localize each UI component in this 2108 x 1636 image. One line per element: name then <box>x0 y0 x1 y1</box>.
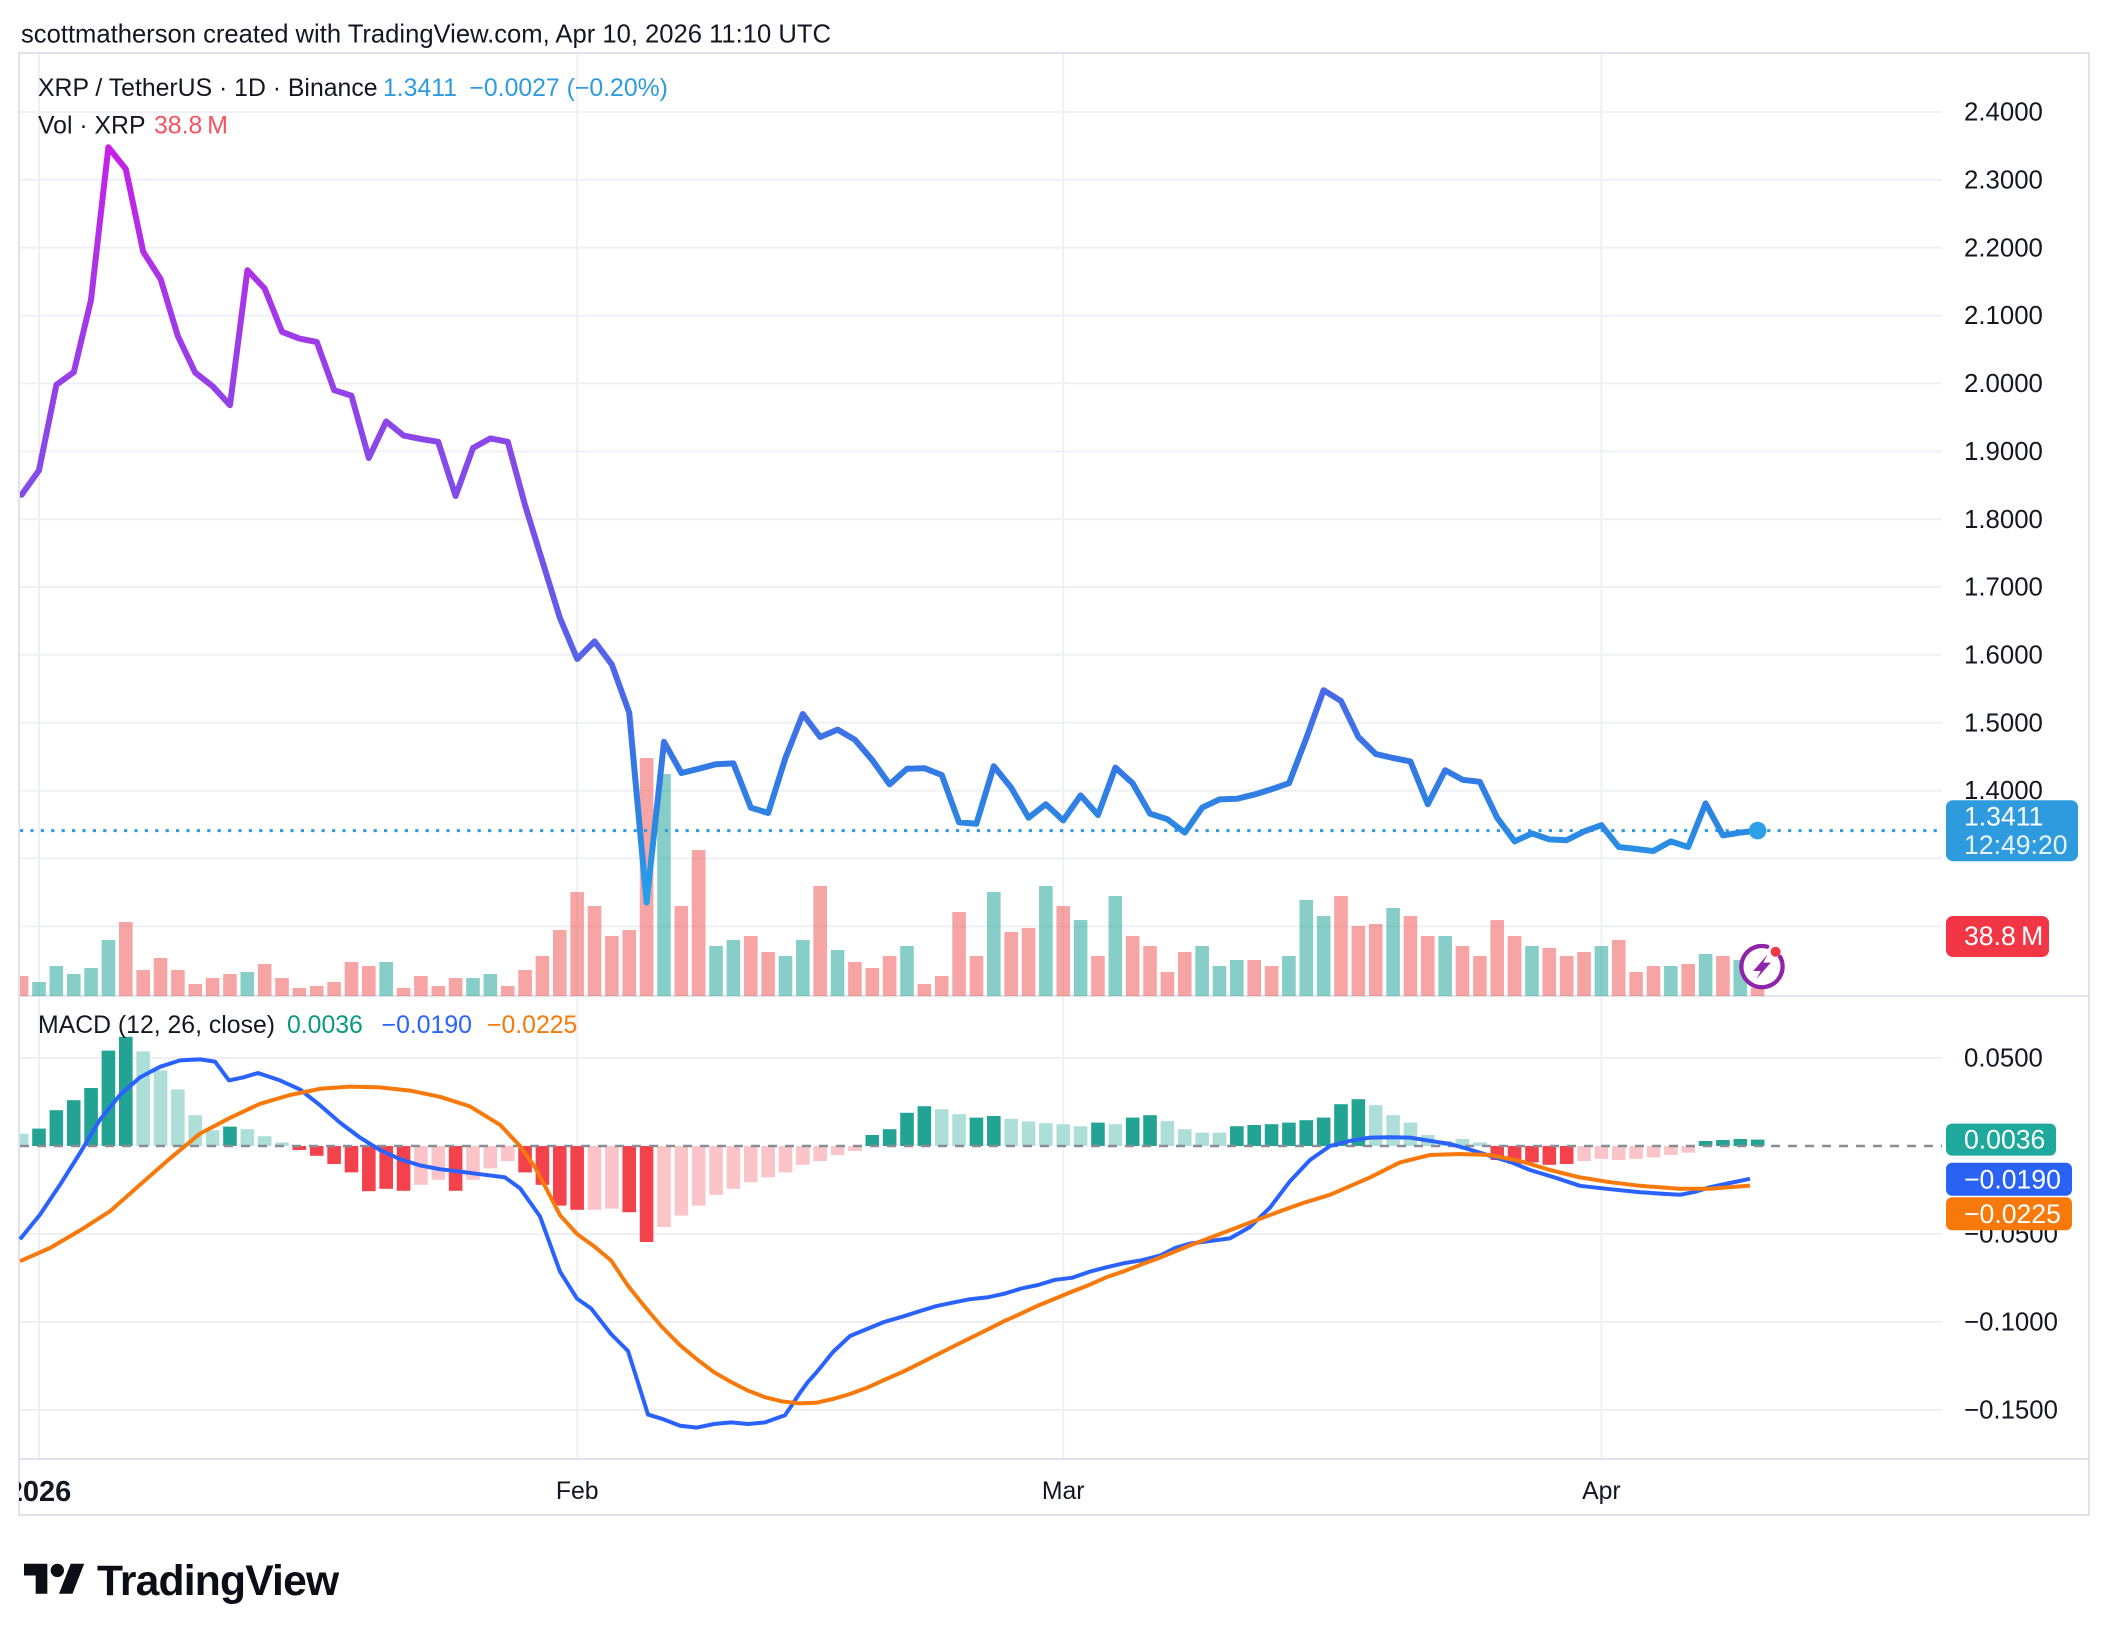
svg-text:2026: 2026 <box>7 1476 72 1508</box>
svg-text:−0.0190: −0.0190 <box>382 1012 472 1039</box>
svg-text:Apr: Apr <box>1582 1478 1621 1505</box>
svg-text:Mar: Mar <box>1042 1478 1085 1505</box>
svg-text:MACD (12, 26, close): MACD (12, 26, close) <box>38 1012 275 1039</box>
svg-text:0.0500: 0.0500 <box>1964 1045 2043 1073</box>
svg-text:−0.0225: −0.0225 <box>1964 1199 2061 1229</box>
svg-text:1.8000: 1.8000 <box>1964 506 2043 534</box>
svg-text:−0.0190: −0.0190 <box>1964 1164 2061 1194</box>
svg-text:1.3411 −0.0027 (−0.20%): 1.3411 −0.0027 (−0.20%) <box>383 75 668 102</box>
svg-text:−0.0225: −0.0225 <box>487 1012 577 1039</box>
svg-text:TradingView: TradingView <box>97 1557 340 1605</box>
svg-text:2.2000: 2.2000 <box>1964 234 2043 262</box>
svg-text:Feb: Feb <box>556 1478 599 1505</box>
svg-text:−0.1000: −0.1000 <box>1964 1309 2058 1337</box>
svg-text:38.8 M: 38.8 M <box>1964 921 2043 951</box>
svg-text:Vol · XRP: Vol · XRP <box>38 112 146 139</box>
svg-text:38.8 M: 38.8 M <box>154 112 228 139</box>
svg-text:scottmatherson created with Tr: scottmatherson created with TradingView.… <box>21 20 831 48</box>
svg-text:2.4000: 2.4000 <box>1964 99 2043 127</box>
svg-text:2.3000: 2.3000 <box>1964 166 2043 194</box>
svg-text:1.3411: 1.3411 <box>1964 801 2043 831</box>
svg-text:0.0036: 0.0036 <box>1964 1125 2045 1155</box>
svg-text:1.9000: 1.9000 <box>1964 438 2043 466</box>
svg-text:1.5000: 1.5000 <box>1964 709 2043 737</box>
svg-text:XRP / TetherUS · 1D · Binance: XRP / TetherUS · 1D · Binance <box>38 75 378 102</box>
svg-text:−0.1500: −0.1500 <box>1964 1397 2058 1425</box>
svg-text:1.6000: 1.6000 <box>1964 641 2043 669</box>
svg-text:2.1000: 2.1000 <box>1964 302 2043 330</box>
svg-text:0.0036: 0.0036 <box>287 1012 363 1039</box>
svg-text:1.7000: 1.7000 <box>1964 574 2043 602</box>
svg-text:2.0000: 2.0000 <box>1964 370 2043 398</box>
svg-text:12:49:20: 12:49:20 <box>1964 830 2068 860</box>
